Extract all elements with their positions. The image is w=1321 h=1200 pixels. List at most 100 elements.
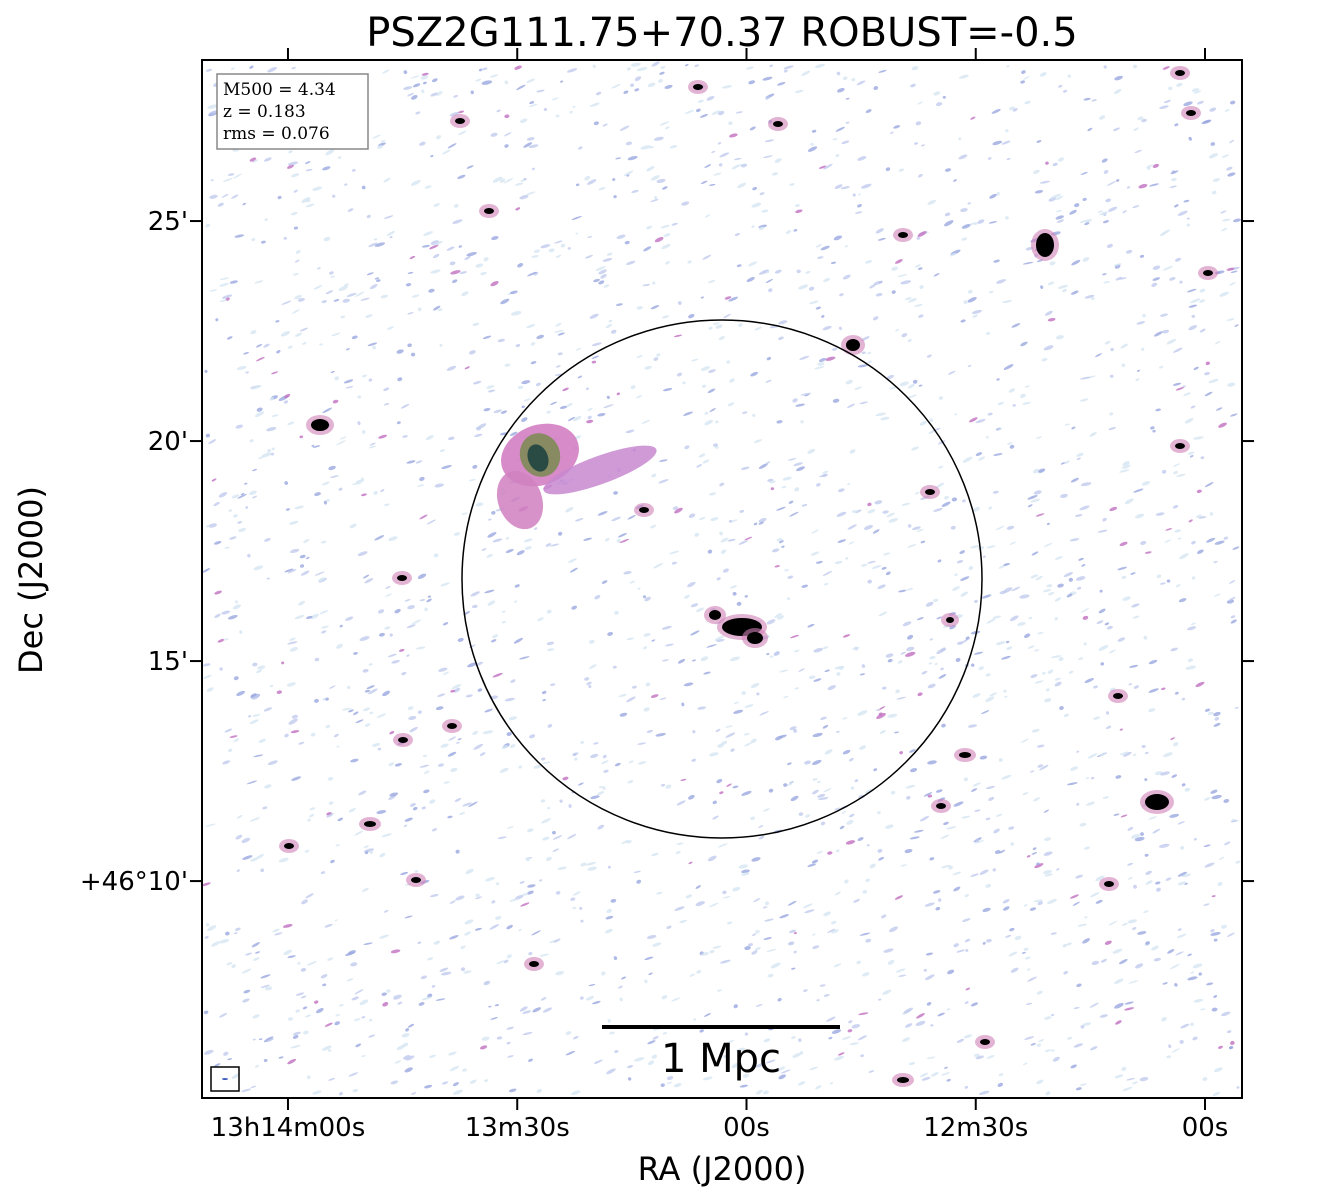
noise [727,921,733,925]
noise [1095,353,1102,358]
noise [526,324,536,329]
noise [747,943,754,947]
noise [291,714,298,719]
noise [591,342,602,347]
noise [552,835,563,840]
noise [522,1010,532,1014]
noise [419,514,428,520]
noise [482,730,494,735]
noise [255,1064,259,1068]
noise [1183,101,1193,107]
noise [571,1090,581,1096]
noise [998,758,1003,762]
source [1104,881,1114,887]
noise [377,747,382,751]
noise [1226,318,1235,321]
noise [861,336,870,341]
noise [391,660,400,664]
noise [1170,963,1180,970]
noise [207,104,218,109]
noise [919,815,930,822]
noise [1114,978,1124,984]
noise [284,481,289,485]
noise [932,890,941,894]
noise [859,932,871,936]
noise [374,277,380,280]
noise [477,688,483,692]
noise [378,434,388,439]
noise [405,283,412,287]
noise [588,664,597,669]
noise [934,662,938,666]
noise [321,630,327,634]
noise [345,386,354,389]
noise [289,637,296,641]
noise [1132,753,1137,757]
noise [510,679,516,683]
noise [1047,898,1057,905]
noise [338,285,348,292]
noise [618,693,627,698]
noise [762,1090,769,1095]
noise [1050,655,1062,659]
noise [812,778,818,781]
noise [1216,407,1223,411]
noise [944,168,952,172]
noise [407,1023,415,1028]
noise [514,182,524,186]
noise [362,374,368,378]
noise [575,183,580,187]
noise [904,297,912,301]
noise [1093,685,1098,689]
noise [792,398,798,403]
noise [1213,722,1221,727]
noise [627,1064,634,1069]
noise [629,580,636,584]
noise [937,1012,945,1017]
noise [314,698,319,703]
noise [878,712,883,716]
noise [1182,385,1186,388]
noise [804,909,815,914]
noise [693,1018,697,1021]
noise [325,724,331,729]
noise [1070,894,1079,899]
noise [368,688,378,695]
noise [814,366,825,370]
noise [298,600,306,606]
noise [1179,1039,1184,1044]
noise [1204,391,1213,397]
noise [758,224,768,229]
noise [824,749,833,755]
noise [481,80,493,85]
noise [707,855,717,862]
noise [751,857,761,862]
noise [776,420,783,424]
noise [687,260,692,264]
noise [453,687,461,693]
noise [719,482,725,487]
noise [540,244,551,249]
noise [1072,901,1080,906]
noise [1174,204,1179,208]
noise [830,261,837,265]
noise [627,1077,632,1081]
noise [1105,725,1112,730]
noise [466,252,477,257]
noise [417,941,422,945]
noise [1084,916,1088,919]
noise [1070,290,1079,295]
noise [1229,1046,1234,1050]
noise [1077,923,1088,927]
noise [366,272,374,276]
noise [1037,632,1044,635]
noise [264,986,273,991]
noise [464,919,474,925]
noise [1134,149,1143,154]
noise [793,932,797,935]
noise [643,632,651,637]
noise [712,945,722,949]
noise [1025,1002,1033,1005]
noise [981,710,990,715]
noise [1166,338,1177,345]
